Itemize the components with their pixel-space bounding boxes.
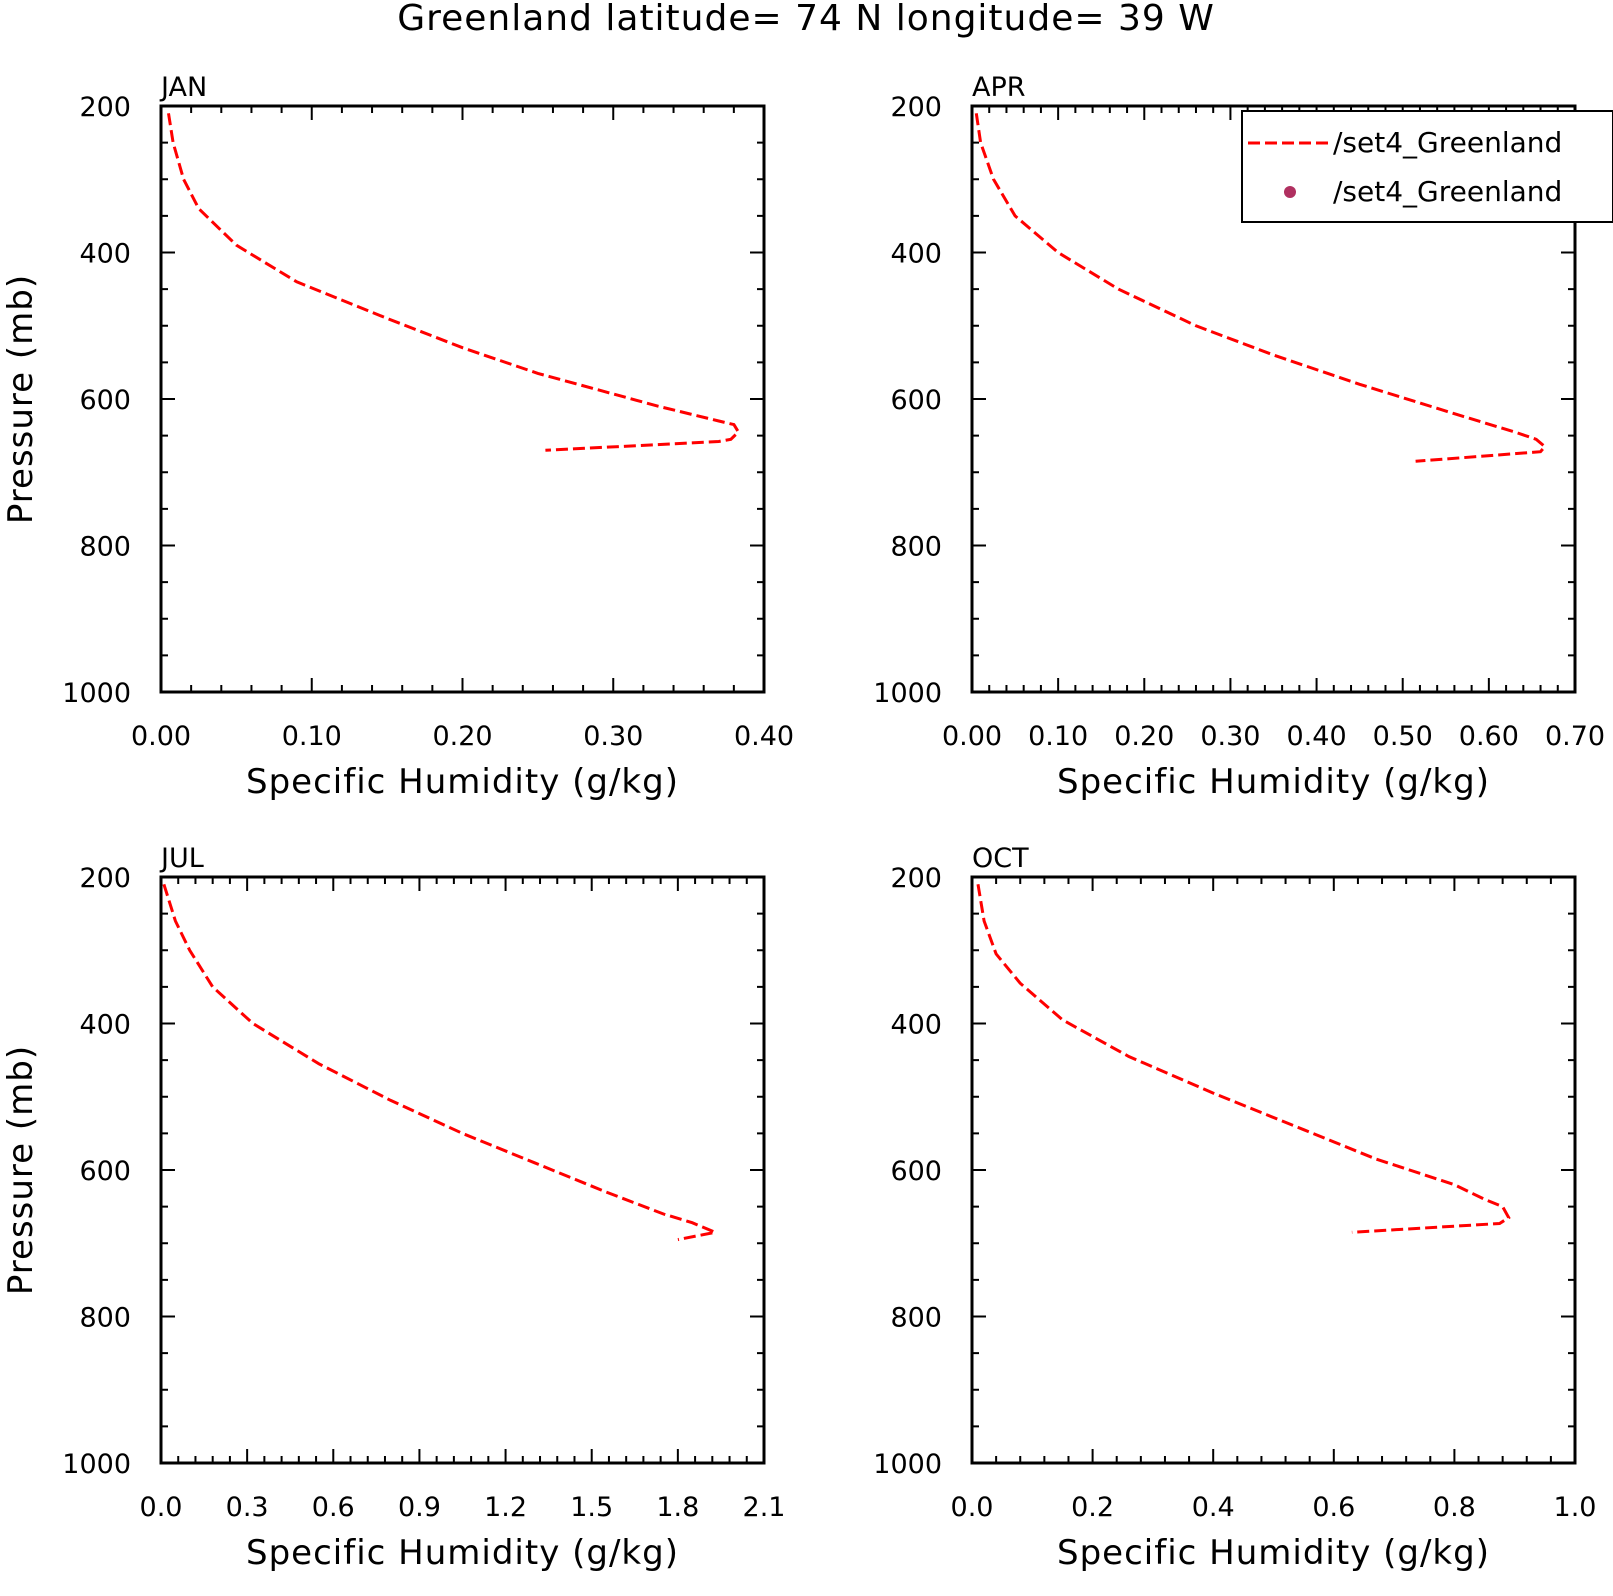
series-line-oct	[976, 884, 1511, 1234]
x-tick-label: 1.0	[1554, 1492, 1597, 1523]
panel-oct: 0.0 0.2 0.4 0.6 0.8 1.0 200 400 600 800 1000 OCT Spe…	[873, 843, 1596, 1573]
y-tick-label: 800	[79, 1303, 131, 1334]
panel-label-jan: JAN	[159, 72, 207, 103]
y-tick-label: 400	[890, 239, 942, 270]
legend-box	[1241, 110, 1613, 223]
panel-apr: 0.00 0.10 0.20 0.30 0.40 0.50 0.60 0.70 200 400 60…	[873, 72, 1605, 802]
series-line-apr	[974, 113, 1547, 463]
y-axis-title-jul: Pressure (mb)	[1, 1045, 41, 1295]
x-axis-title-jul: Specific Humidity (g/kg)	[246, 1533, 679, 1573]
x-tick-label: 0.70	[1545, 721, 1605, 752]
x-tick-label: 0.60	[1459, 721, 1519, 752]
x-tick-label: 0.8	[1433, 1492, 1476, 1523]
x-tick-label: 0.9	[398, 1492, 441, 1523]
y-tick-label: 1000	[62, 1449, 131, 1480]
y-tick-label: 200	[890, 92, 942, 123]
panel-jan: 0.00 0.10 0.20 0.30 0.40 200 400 600 800 1000 JAN S…	[1, 72, 794, 802]
legend: /set4_Greenland /set4_Greenland	[1241, 110, 1613, 223]
x-axis-title-oct: Specific Humidity (g/kg)	[1057, 1533, 1490, 1573]
y-tick-label: 200	[79, 92, 131, 123]
x-tick-label: 0.00	[942, 721, 1002, 752]
x-tick-label: 0.10	[1028, 721, 1088, 752]
x-tick-label: 0.3	[226, 1492, 269, 1523]
panel-jul: 0.0 0.3 0.6 0.9 1.2 1.5 1.8 2.1 200 400 600 800 1000…	[1, 843, 785, 1573]
panel-label-oct: OCT	[972, 843, 1029, 874]
y-tick-label: 400	[79, 1010, 131, 1041]
legend-entry-1: /set4_Greenland	[1333, 126, 1562, 159]
y-tick-label: 600	[890, 385, 942, 416]
x-tick-label: 0.10	[282, 721, 342, 752]
x-tick-label: 0.20	[432, 721, 492, 752]
y-tick-label: 800	[890, 1303, 942, 1334]
x-tick-label: 1.8	[656, 1492, 699, 1523]
plot-frame-jul	[159, 875, 766, 1465]
x-tick-label: 0.20	[1114, 721, 1174, 752]
y-tick-label: 600	[79, 385, 131, 416]
y-tick-label: 600	[890, 1156, 942, 1187]
x-tick-label: 0.4	[1192, 1492, 1235, 1523]
y-tick-label: 600	[79, 1156, 131, 1187]
x-tick-label: 1.2	[484, 1492, 527, 1523]
x-tick-label: 0.6	[1312, 1492, 1355, 1523]
x-tick-label: 0.00	[131, 721, 191, 752]
legend-swatch-dot	[1284, 186, 1296, 198]
y-tick-label: 800	[79, 532, 131, 563]
x-tick-label: 0.50	[1373, 721, 1433, 752]
y-axis-title-jan: Pressure (mb)	[1, 274, 41, 524]
x-tick-label: 0.0	[951, 1492, 994, 1523]
y-tick-label: 200	[890, 863, 942, 894]
y-tick-label: 200	[79, 863, 131, 894]
y-tick-label: 400	[890, 1010, 942, 1041]
plot-frame-oct	[970, 875, 1577, 1465]
y-tick-label: 1000	[873, 678, 942, 709]
x-tick-label: 0.40	[1287, 721, 1347, 752]
plot-frame-jan	[159, 104, 766, 694]
panel-label-jul: JUL	[159, 843, 204, 874]
y-tick-label: 1000	[873, 1449, 942, 1480]
x-tick-label: 0.0	[140, 1492, 183, 1523]
panel-label-apr: APR	[972, 72, 1026, 103]
x-axis-title-apr: Specific Humidity (g/kg)	[1057, 762, 1490, 802]
x-tick-label: 1.5	[570, 1492, 613, 1523]
x-tick-label: 0.2	[1071, 1492, 1114, 1523]
panels: 0.00 0.10 0.20 0.30 0.40 200 400 600 800 1000 JAN S…	[1, 72, 1605, 1573]
y-tick-label: 400	[79, 239, 131, 270]
figure-title: Greenland latitude= 74 N longitude= 39 W	[397, 0, 1215, 39]
x-axis-title-jan: Specific Humidity (g/kg)	[246, 762, 679, 802]
x-tick-label: 0.30	[1200, 721, 1260, 752]
y-tick-label: 1000	[62, 678, 131, 709]
x-tick-label: 0.30	[583, 721, 643, 752]
legend-entry-2: /set4_Greenland	[1333, 175, 1562, 208]
x-tick-label: 0.6	[312, 1492, 355, 1523]
x-tick-label: 2.1	[743, 1492, 786, 1523]
series-line-jan	[167, 113, 741, 452]
y-tick-label: 800	[890, 532, 942, 563]
series-line-jul	[162, 883, 721, 1242]
x-tick-label: 0.40	[734, 721, 794, 752]
